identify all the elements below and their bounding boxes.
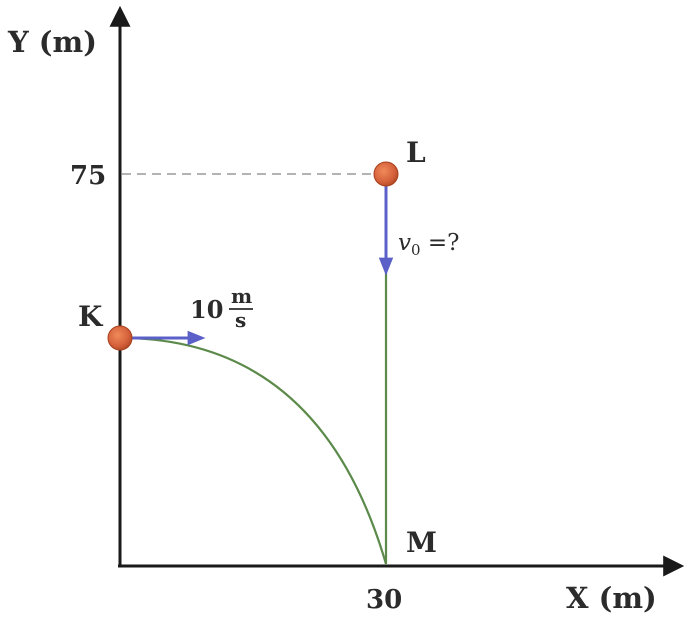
point-label-m: M (406, 526, 437, 559)
ball-k (107, 325, 133, 351)
velocity-l-suffix: =? (421, 230, 460, 256)
ball-l (373, 161, 399, 187)
velocity-l-subscript: 0 (411, 241, 421, 259)
velocity-k-value: 10 (190, 295, 223, 324)
velocity-l-label: v0 =? (398, 230, 459, 259)
x-axis-label: X (m) (566, 581, 657, 615)
velocity-k-unit-numerator: m (231, 284, 252, 308)
point-label-l: L (406, 136, 426, 169)
velocity-k-unit-denominator: s (235, 308, 246, 332)
point-label-k: K (78, 300, 104, 333)
velocity-l-symbol: v (398, 230, 411, 256)
y-axis-label: Y (m) (7, 25, 97, 59)
projectile-trajectory (119, 336, 388, 565)
y-tick-75: 75 (70, 161, 106, 191)
x-tick-30: 30 (366, 585, 402, 615)
